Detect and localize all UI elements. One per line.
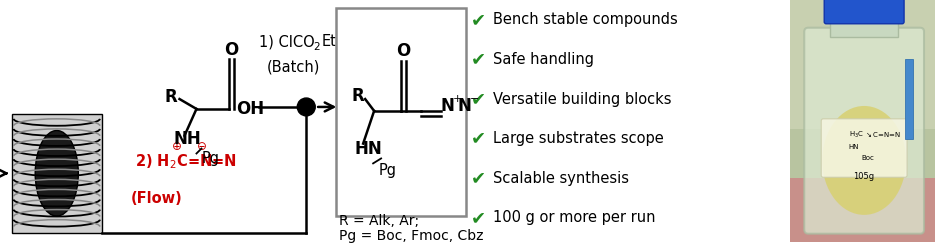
Text: 1) ClCO: 1) ClCO [259,34,315,49]
Text: HN: HN [354,140,381,158]
Text: (Batch): (Batch) [266,60,320,75]
Text: 2: 2 [313,41,320,51]
Text: Bench stable compounds: Bench stable compounds [493,12,678,27]
Text: ✔: ✔ [471,11,486,29]
Bar [830,17,899,37]
Bar [790,178,935,242]
Text: O: O [396,42,410,61]
Text: Boc: Boc [861,155,874,162]
Text: ✔: ✔ [471,51,486,68]
Text: 2) H$_2$C=N=N: 2) H$_2$C=N=N [135,152,237,171]
Text: $\oplus$: $\oplus$ [171,140,182,153]
Text: Safe handling: Safe handling [493,52,594,67]
Text: R = Alk, Ar;: R = Alk, Ar; [339,214,419,228]
Text: ✔: ✔ [471,209,486,227]
Text: +: + [453,94,462,104]
Text: Large substrates scope: Large substrates scope [493,131,664,146]
Text: NH: NH [174,130,201,148]
Text: OH: OH [237,100,265,118]
Text: Pg: Pg [379,163,397,178]
Text: Pg = Boc, Fmoc, Cbz: Pg = Boc, Fmoc, Cbz [339,229,483,243]
Text: HN: HN [849,143,859,150]
Text: H$_3$C: H$_3$C [849,130,864,140]
FancyBboxPatch shape [804,28,924,234]
Ellipse shape [36,131,79,216]
Text: N: N [458,97,472,115]
Text: 100 g or more per run: 100 g or more per run [493,210,655,225]
Bar [790,0,935,129]
Text: ✔: ✔ [471,169,486,187]
Text: R: R [165,88,178,106]
Bar [337,8,466,216]
Text: Pg: Pg [201,151,220,166]
Text: Et: Et [322,34,336,49]
Bar [905,60,913,139]
Text: O: O [224,41,238,59]
Text: (Flow): (Flow) [131,191,182,205]
Text: N: N [441,97,454,115]
Text: R: R [352,87,364,105]
Text: Versatile building blocks: Versatile building blocks [493,92,671,107]
Circle shape [297,98,315,116]
Text: ✔: ✔ [471,90,486,108]
Text: 105g: 105g [854,172,875,181]
Text: −: − [470,94,480,104]
Bar [790,0,935,242]
Bar [12,114,102,233]
Text: Scalable synthesis: Scalable synthesis [493,171,629,186]
Text: ✔: ✔ [471,130,486,148]
Text: $\searrow$C=N=N: $\searrow$C=N=N [864,130,901,139]
FancyBboxPatch shape [821,119,907,177]
Text: $\ominus$: $\ominus$ [196,140,207,153]
FancyBboxPatch shape [825,0,904,24]
Ellipse shape [822,106,906,215]
